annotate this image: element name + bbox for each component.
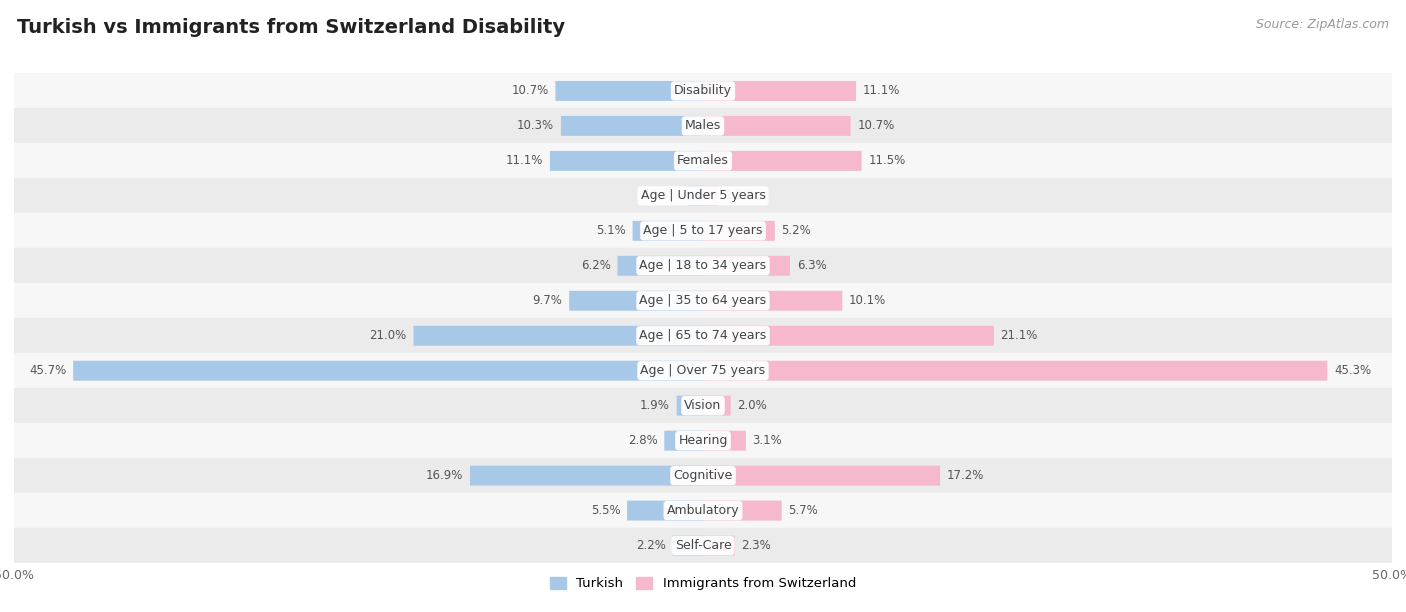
Text: Age | 35 to 64 years: Age | 35 to 64 years <box>640 294 766 307</box>
Text: 5.7%: 5.7% <box>789 504 818 517</box>
Legend: Turkish, Immigrants from Switzerland: Turkish, Immigrants from Switzerland <box>544 572 862 595</box>
Text: 10.1%: 10.1% <box>849 294 886 307</box>
Text: 11.1%: 11.1% <box>506 154 543 167</box>
Bar <box>14 178 1392 214</box>
FancyBboxPatch shape <box>703 186 718 206</box>
Text: 17.2%: 17.2% <box>946 469 984 482</box>
FancyBboxPatch shape <box>703 256 790 276</box>
Bar <box>14 318 1392 353</box>
FancyBboxPatch shape <box>676 396 703 416</box>
Text: 9.7%: 9.7% <box>533 294 562 307</box>
FancyBboxPatch shape <box>633 221 703 241</box>
Text: 5.5%: 5.5% <box>591 504 620 517</box>
FancyBboxPatch shape <box>703 326 994 346</box>
Text: 5.2%: 5.2% <box>782 225 811 237</box>
FancyBboxPatch shape <box>561 116 703 136</box>
Text: Source: ZipAtlas.com: Source: ZipAtlas.com <box>1256 18 1389 31</box>
Text: 21.0%: 21.0% <box>370 329 406 342</box>
FancyBboxPatch shape <box>703 396 731 416</box>
Text: 3.1%: 3.1% <box>752 434 782 447</box>
Text: 10.3%: 10.3% <box>517 119 554 132</box>
Text: Cognitive: Cognitive <box>673 469 733 482</box>
Bar <box>14 528 1392 563</box>
Text: Self-Care: Self-Care <box>675 539 731 552</box>
Bar <box>14 248 1392 283</box>
FancyBboxPatch shape <box>73 360 703 381</box>
Text: Hearing: Hearing <box>678 434 728 447</box>
Text: Females: Females <box>678 154 728 167</box>
Text: Ambulatory: Ambulatory <box>666 504 740 517</box>
FancyBboxPatch shape <box>617 256 703 276</box>
FancyBboxPatch shape <box>703 536 735 556</box>
FancyBboxPatch shape <box>672 536 703 556</box>
Text: Age | Over 75 years: Age | Over 75 years <box>641 364 765 377</box>
Text: 1.1%: 1.1% <box>725 189 755 203</box>
FancyBboxPatch shape <box>703 291 842 311</box>
Text: 16.9%: 16.9% <box>426 469 463 482</box>
Bar <box>14 108 1392 143</box>
Text: Males: Males <box>685 119 721 132</box>
Bar <box>14 143 1392 178</box>
Text: Age | Under 5 years: Age | Under 5 years <box>641 189 765 203</box>
Bar <box>14 423 1392 458</box>
Text: 1.1%: 1.1% <box>651 189 681 203</box>
FancyBboxPatch shape <box>703 151 862 171</box>
Text: 2.0%: 2.0% <box>738 399 768 412</box>
FancyBboxPatch shape <box>555 81 703 101</box>
Text: Disability: Disability <box>673 84 733 97</box>
Text: 11.1%: 11.1% <box>863 84 900 97</box>
FancyBboxPatch shape <box>703 431 745 450</box>
Text: 1.9%: 1.9% <box>640 399 669 412</box>
Bar <box>14 353 1392 388</box>
FancyBboxPatch shape <box>703 116 851 136</box>
Text: 21.1%: 21.1% <box>1001 329 1038 342</box>
Text: 45.7%: 45.7% <box>30 364 66 377</box>
Bar <box>14 388 1392 423</box>
Text: Vision: Vision <box>685 399 721 412</box>
Text: 5.1%: 5.1% <box>596 225 626 237</box>
FancyBboxPatch shape <box>627 501 703 521</box>
FancyBboxPatch shape <box>703 81 856 101</box>
Bar <box>14 458 1392 493</box>
FancyBboxPatch shape <box>688 186 703 206</box>
FancyBboxPatch shape <box>470 466 703 485</box>
FancyBboxPatch shape <box>703 501 782 521</box>
Bar <box>14 283 1392 318</box>
Bar <box>14 493 1392 528</box>
Text: 2.3%: 2.3% <box>741 539 772 552</box>
Bar <box>14 214 1392 248</box>
Text: 10.7%: 10.7% <box>512 84 548 97</box>
FancyBboxPatch shape <box>550 151 703 171</box>
Text: 6.3%: 6.3% <box>797 259 827 272</box>
Text: 45.3%: 45.3% <box>1334 364 1371 377</box>
Text: Age | 18 to 34 years: Age | 18 to 34 years <box>640 259 766 272</box>
Text: 11.5%: 11.5% <box>869 154 905 167</box>
FancyBboxPatch shape <box>664 431 703 450</box>
FancyBboxPatch shape <box>703 360 1327 381</box>
Text: Age | 5 to 17 years: Age | 5 to 17 years <box>644 225 762 237</box>
Text: 2.8%: 2.8% <box>628 434 658 447</box>
Text: Age | 65 to 74 years: Age | 65 to 74 years <box>640 329 766 342</box>
FancyBboxPatch shape <box>703 466 941 485</box>
Text: 6.2%: 6.2% <box>581 259 610 272</box>
Text: 10.7%: 10.7% <box>858 119 894 132</box>
FancyBboxPatch shape <box>413 326 703 346</box>
Text: Turkish vs Immigrants from Switzerland Disability: Turkish vs Immigrants from Switzerland D… <box>17 18 565 37</box>
Bar <box>14 73 1392 108</box>
Text: 2.2%: 2.2% <box>636 539 666 552</box>
FancyBboxPatch shape <box>569 291 703 311</box>
FancyBboxPatch shape <box>703 221 775 241</box>
